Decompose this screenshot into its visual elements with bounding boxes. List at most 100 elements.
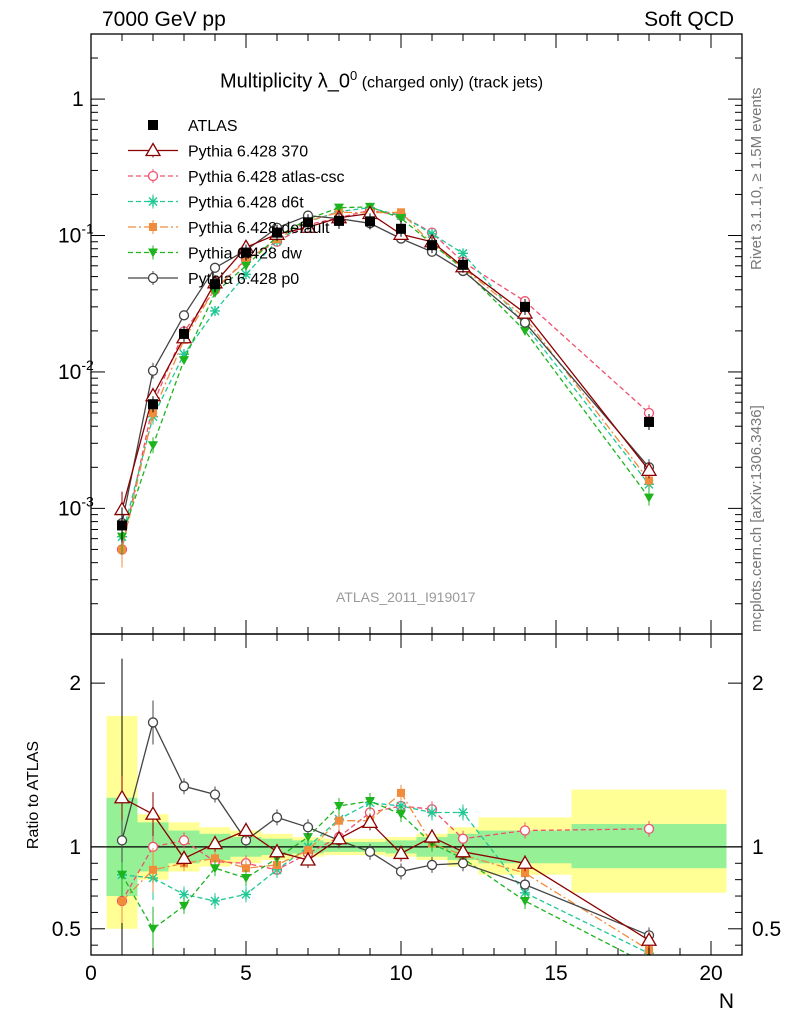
ratio-point-p370: [144, 805, 162, 820]
ratio-point-p370: [516, 854, 534, 869]
ratio-point-p0: [457, 858, 469, 869]
x-tick-label: 10: [389, 962, 412, 985]
ratio-point-default: [335, 816, 343, 825]
ratio-point-d6t: [396, 800, 406, 811]
data-point-dw: [396, 214, 406, 224]
data-point-dw: [210, 288, 220, 298]
data-point-data: [334, 215, 344, 226]
ratio-point-d6t: [458, 807, 468, 818]
data-point-default: [645, 476, 653, 485]
ratio-y-tick-label: 2: [69, 672, 81, 695]
ratio-point-p0: [271, 812, 283, 823]
ratio-point-p370: [299, 851, 317, 866]
ratio-point-p0: [395, 866, 407, 877]
data-point-data: [272, 227, 282, 238]
ratio-line-d6t: [121, 802, 650, 954]
legend-label-default: Pythia 6.428 default: [188, 220, 330, 237]
x-tick-label: 20: [699, 962, 722, 985]
ratio-frame: [90, 633, 743, 956]
y-tick-label: 10-2: [58, 357, 94, 384]
legend-marker-p370: [144, 142, 162, 157]
ratio-point-d6t: [241, 889, 251, 900]
data-point-d6t: [241, 269, 251, 280]
data-point-data: [148, 399, 158, 410]
legend-marker-data: [148, 120, 158, 130]
data-point-data: [117, 520, 127, 531]
ratio-point-default: [118, 896, 126, 905]
ratio-point-d6t: [179, 889, 189, 900]
ratio-point-default: [149, 865, 157, 874]
ratio-point-p0: [519, 879, 531, 890]
data-point-dw: [520, 326, 530, 336]
data-point-data: [179, 328, 189, 339]
y-axis-label: Ratio to ATLAS: [25, 741, 42, 849]
data-point-dw: [148, 441, 158, 451]
ratio-point-dw: [303, 833, 313, 843]
series-line-default: [121, 211, 650, 550]
ratio-line-p370: [121, 797, 650, 941]
data-point-data: [210, 279, 220, 290]
ratio-point-p0: [426, 859, 438, 871]
data-point-d6t: [458, 248, 468, 259]
data-point-data: [396, 223, 406, 234]
ratio-y-tick-label-right: 0.5: [752, 918, 781, 941]
data-point-data: [427, 240, 437, 251]
ratio-point-default: [211, 854, 219, 863]
series-line-p370: [121, 212, 650, 510]
ratio-y-tick-label-right: 1: [752, 836, 764, 859]
data-point-d6t: [179, 349, 189, 360]
legend-label-p370: Pythia 6.428 370: [188, 144, 308, 161]
data-point-dw: [241, 261, 251, 271]
data-point-data: [365, 216, 375, 227]
ratio-point-atlascsc: [457, 833, 469, 844]
ratio-point-p370: [330, 830, 348, 845]
ratio-point-dw: [520, 896, 530, 906]
data-point-d6t: [210, 305, 220, 316]
data-point-data: [458, 259, 468, 270]
ratio-line-atlascsc: [121, 805, 650, 902]
data-point-dw: [644, 493, 654, 503]
ratio-point-dw: [210, 864, 220, 874]
title-main: Multiplicity λ_0: [220, 70, 351, 93]
data-point-p0: [519, 317, 531, 328]
legend-marker-p0: [147, 272, 159, 284]
legend-marker-default: [149, 223, 157, 231]
ratio-point-dw: [179, 901, 189, 911]
data-point-p0: [178, 310, 190, 321]
ratio-line-p0: [121, 720, 650, 936]
legend-label-data: ATLAS: [188, 118, 238, 135]
ratio-point-default: [397, 788, 405, 797]
ratio-point-default: [304, 846, 312, 855]
ratio-point-p0: [364, 846, 376, 857]
data-point-data: [644, 416, 654, 427]
main-panel: 10-3 10-2 10-1 1 ATLAS Pythia 6.428 370 Pythia…: [58, 33, 743, 635]
ratio-point-p370: [206, 835, 224, 850]
y-tick-label: 10-1: [58, 221, 94, 248]
legend-label-dw: Pythia 6.428 dw: [188, 246, 302, 263]
legend-label-p0: Pythia 6.428 p0: [188, 271, 299, 288]
rivet-label: Rivet 3.1.10, ≥ 1.5M events: [748, 87, 765, 271]
ratio-point-p0: [302, 822, 314, 833]
ratio-point-p370: [640, 931, 658, 946]
ratio-point-p0: [116, 835, 128, 846]
data-point-default: [242, 257, 250, 266]
x-tick-label: 5: [240, 962, 252, 985]
ratio-y-tick-label: 1: [69, 836, 81, 859]
ratio-point-p370: [237, 822, 255, 837]
ratio-point-p370: [392, 845, 410, 860]
ratio-point-dw: [241, 874, 251, 884]
header-left: 7000 GeV pp: [102, 8, 226, 31]
x-axis-label: N: [719, 990, 734, 1013]
ratio-point-default: [521, 869, 529, 878]
ratio-point-dw: [148, 924, 158, 934]
x-tick-label: 0: [85, 962, 97, 985]
ratio-point-p370: [423, 828, 441, 843]
y-tick-label: 10-3: [58, 493, 94, 520]
series-line-atlascsc: [121, 209, 650, 550]
data-point-default: [397, 208, 405, 217]
ratio-point-p370: [361, 814, 379, 828]
data-point-default: [149, 409, 157, 418]
ratio-point-atlascsc: [643, 823, 655, 835]
